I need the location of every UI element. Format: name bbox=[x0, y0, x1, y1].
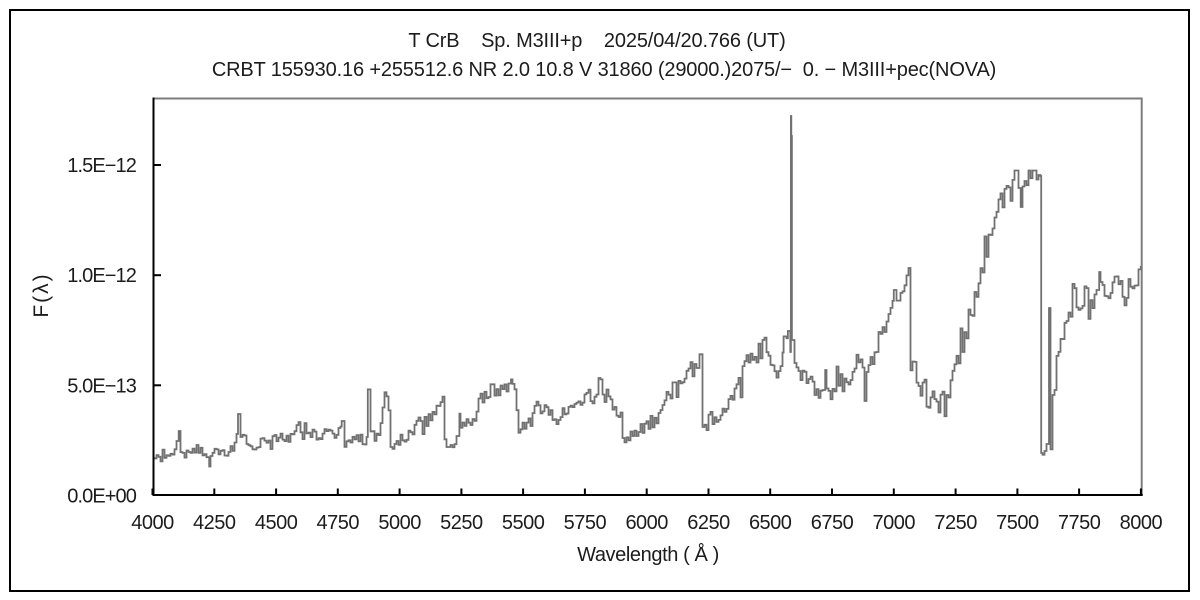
svg-text:T CrB Sp. M3III+p 2025/0: T CrB Sp. M3III+p 2025/04/20.766 (UT) bbox=[408, 30, 785, 52]
svg-text:1.0E−12: 1.0E−12 bbox=[67, 265, 137, 287]
svg-text:4250: 4250 bbox=[193, 512, 236, 534]
svg-text:7250: 7250 bbox=[934, 512, 977, 534]
svg-text:CRBT 155930.16 +255512.6 NR 2.: CRBT 155930.16 +255512.6 NR 2.0 10.8 V 3… bbox=[212, 59, 996, 81]
svg-text:4000: 4000 bbox=[131, 512, 174, 534]
svg-text:Wavelength ( Å ): Wavelength ( Å ) bbox=[577, 543, 719, 566]
svg-text:4500: 4500 bbox=[255, 512, 298, 534]
svg-text:6750: 6750 bbox=[811, 512, 854, 534]
svg-text:7500: 7500 bbox=[996, 512, 1039, 534]
svg-text:5.0E−13: 5.0E−13 bbox=[67, 375, 137, 397]
svg-text:6500: 6500 bbox=[749, 512, 792, 534]
svg-text:5750: 5750 bbox=[564, 512, 607, 534]
svg-text:7000: 7000 bbox=[873, 512, 916, 534]
svg-text:0.0E+00: 0.0E+00 bbox=[67, 486, 137, 508]
svg-text:5000: 5000 bbox=[378, 512, 421, 534]
svg-text:5500: 5500 bbox=[502, 512, 545, 534]
svg-text:7750: 7750 bbox=[1058, 512, 1101, 534]
svg-text:6000: 6000 bbox=[625, 512, 668, 534]
svg-text:F(λ): F(λ) bbox=[30, 272, 53, 317]
svg-text:4750: 4750 bbox=[317, 512, 360, 534]
svg-text:6250: 6250 bbox=[687, 512, 730, 534]
svg-text:5250: 5250 bbox=[440, 512, 483, 534]
svg-text:1.5E−12: 1.5E−12 bbox=[67, 155, 137, 177]
svg-text:8000: 8000 bbox=[1120, 512, 1163, 534]
